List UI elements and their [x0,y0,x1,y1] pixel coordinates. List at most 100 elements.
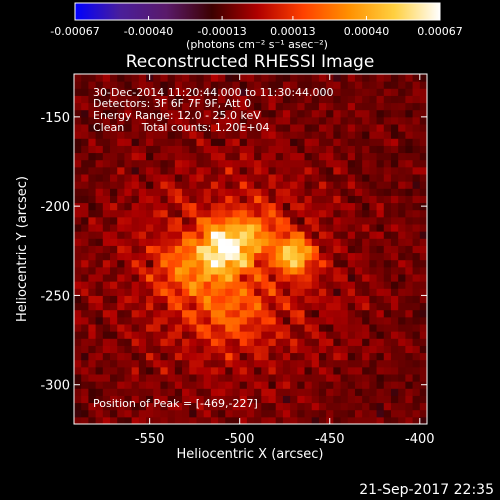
heatmap-cell [362,295,370,304]
heatmap-cell [138,331,147,339]
heatmap-cell [405,131,414,139]
heatmap-cell [131,202,140,211]
heatmap-cell [196,231,205,239]
heatmap-cell [160,416,169,424]
heatmap-cell [196,245,205,254]
heatmap-cell [102,359,111,368]
heatmap-cell [153,209,161,218]
heatmap-cell [174,381,183,389]
heatmap-cell [383,216,392,225]
heatmap-cell [81,274,89,282]
heatmap-cell [196,359,205,368]
heatmap-cell [88,216,97,225]
heatmap-cell [254,224,262,232]
heatmap-cell [196,388,205,396]
heatmap-cell [326,288,334,296]
heatmap-cell [102,302,111,311]
heatmap-cell [376,202,385,211]
heatmap-cell [117,359,125,368]
heatmap-cell [160,181,169,189]
x-tick-label: -550 [135,432,165,447]
heatmap-cell [297,195,306,204]
heatmap-cell [290,366,298,375]
heatmap-cell [398,381,406,389]
heatmap-cell [290,202,298,211]
heatmap-cell [297,145,306,154]
heatmap-cell [376,388,385,396]
heatmap-cell [203,266,212,275]
heatmap-cell [153,224,161,232]
heatmap-cell [81,81,89,89]
heatmap-cell [232,295,241,304]
heatmap-cell [254,324,262,332]
heatmap-cell [110,124,118,132]
heatmap-cell [182,174,190,182]
heatmap-cell [311,188,320,196]
heatmap-cell [311,345,320,354]
heatmap-cell [369,231,378,239]
heatmap-cell [210,352,219,361]
heatmap-cell [74,74,82,82]
heatmap-cell [383,331,392,339]
heatmap-cell [405,166,414,175]
heatmap-cell [275,252,284,261]
heatmap-cell [239,288,248,296]
heatmap-cell [333,81,342,89]
heatmap-cell [398,266,406,275]
y-tick-label: -150 [40,111,70,126]
heatmap-cell [131,352,140,361]
heatmap-cell [326,409,334,418]
heatmap-cell [383,338,392,346]
heatmap-cell [138,152,147,161]
heatmap-cell [174,95,183,104]
heatmap-cell [354,138,363,146]
heatmap-cell [347,345,356,354]
heatmap-cell [318,324,327,332]
heatmap-cell [311,331,320,339]
heatmap-cell [311,359,320,368]
heatmap-cell [254,188,262,196]
heatmap-cell [160,202,169,211]
heatmap-cell [290,409,298,418]
heatmap-cell [182,281,190,289]
heatmap-cell [405,195,414,204]
heatmap-cell [218,316,226,325]
heatmap-cell [110,216,118,225]
heatmap-cell [383,374,392,382]
heatmap-cell [95,159,104,168]
heatmap-cell [340,345,349,354]
heatmap-cell [95,309,104,318]
heatmap-cell [369,266,378,275]
heatmap-cell [326,324,334,332]
heatmap-cell [297,309,306,318]
heatmap-cell [419,109,427,118]
heatmap-cell [88,252,97,261]
heatmap-cell [232,188,241,196]
heatmap-cell [376,395,385,404]
heatmap-cell [131,295,140,304]
heatmap-cell [196,74,205,82]
heatmap-cell [326,359,334,368]
heatmap-cell [239,145,248,154]
heatmap-cell [318,95,327,104]
heatmap-cell [297,74,306,82]
heatmap-cell [146,88,154,96]
heatmap-cell [412,416,421,424]
heatmap-cell [254,166,262,175]
heatmap-cell [153,345,161,354]
heatmap-cell [311,209,320,218]
heatmap-cell [311,216,320,225]
heatmap-cell [174,224,183,232]
heatmap-cell [282,88,291,96]
heatmap-cell [254,409,262,418]
heatmap-cell [311,309,320,318]
heatmap-cell [196,116,205,125]
heatmap-cell [218,409,226,418]
heatmap-cell [297,338,306,346]
heatmap-cell [81,266,89,275]
heatmap-cell [239,274,248,282]
colorbar-units-label: (photons cm⁻² s⁻¹ asec⁻²) [186,38,328,51]
heatmap-cell [196,395,205,404]
heatmap-cell [174,316,183,325]
heatmap-cell [189,388,197,396]
